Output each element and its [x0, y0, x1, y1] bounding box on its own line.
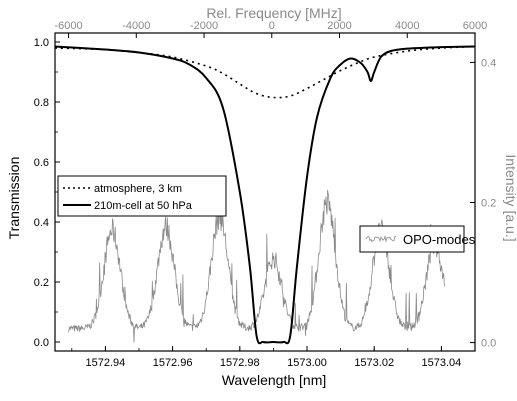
y-tick-label: 0.6 — [34, 157, 49, 169]
x-tick-label: 1573.02 — [354, 357, 394, 369]
x2-tick-label: -2000 — [190, 20, 218, 32]
y-axis-title: Transmission — [6, 157, 22, 240]
y-tick-label: 1.0 — [34, 37, 49, 49]
y-tick-label: 0.8 — [34, 97, 49, 109]
x-tick-label: 1572.96 — [153, 357, 193, 369]
x-tick-label: 1573.04 — [422, 357, 462, 369]
series-layer — [54, 45, 476, 345]
y2-axis-title: Intensity [a.u.] — [503, 154, 517, 241]
y-tick-label: 0.0 — [34, 337, 49, 349]
x-axis-title: Wavelength [nm] — [222, 372, 327, 388]
y2-tick-label: 0.2 — [481, 198, 496, 210]
series-opo-modes — [68, 189, 446, 343]
series-cell — [54, 45, 476, 345]
x-tick-label: 1572.94 — [86, 357, 126, 369]
x2-tick-label: -6000 — [54, 20, 82, 32]
x2-tick-label: 4000 — [395, 20, 419, 32]
legend-swatch-opo — [365, 235, 397, 243]
x-tick-label: 1573.00 — [287, 357, 327, 369]
x2-tick-label: 0 — [269, 20, 275, 32]
y-tick-label: 0.4 — [34, 217, 49, 229]
axes-layer: 1572.94 1572.96 1572.98 1573.00 1573.02 1573.… — [34, 20, 497, 369]
legend-label-cell: 210m-cell at 50 hPa — [94, 200, 193, 212]
x2-axis-title: Rel. Frequency [MHz] — [206, 5, 341, 21]
legend-label-opo: OPO-modes — [403, 232, 476, 247]
x-tick-label: 1572.98 — [220, 357, 260, 369]
legend-label-atmosphere: atmosphere, 3 km — [94, 183, 182, 195]
legend: atmosphere, 3 km 210m-cell at 50 hPa — [57, 175, 227, 217]
legend-opo-box — [359, 225, 465, 253]
legend-box — [57, 175, 227, 217]
x2-tick-label: 6000 — [463, 20, 487, 32]
y2-tick-label: 0.0 — [481, 338, 496, 350]
x2-tick-label: 2000 — [327, 20, 351, 32]
y2-tick-label: 0.4 — [481, 57, 496, 69]
y-tick-label: 0.2 — [34, 277, 49, 289]
series-atmosphere — [54, 45, 476, 99]
x2-tick-label: -4000 — [122, 20, 150, 32]
legend-opo: OPO-modes — [359, 225, 476, 253]
